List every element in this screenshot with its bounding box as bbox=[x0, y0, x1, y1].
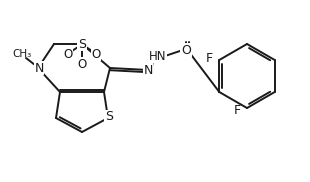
Text: S: S bbox=[78, 37, 86, 50]
Text: F: F bbox=[206, 52, 213, 64]
Text: O: O bbox=[91, 48, 101, 60]
Text: O: O bbox=[181, 43, 191, 56]
Text: F: F bbox=[233, 104, 241, 116]
Text: N: N bbox=[143, 64, 153, 76]
Text: O: O bbox=[78, 58, 86, 70]
Text: HN: HN bbox=[149, 50, 167, 62]
Text: N: N bbox=[34, 62, 44, 74]
Text: CH₃: CH₃ bbox=[12, 49, 32, 59]
Text: S: S bbox=[105, 110, 113, 124]
Text: O: O bbox=[63, 48, 73, 60]
